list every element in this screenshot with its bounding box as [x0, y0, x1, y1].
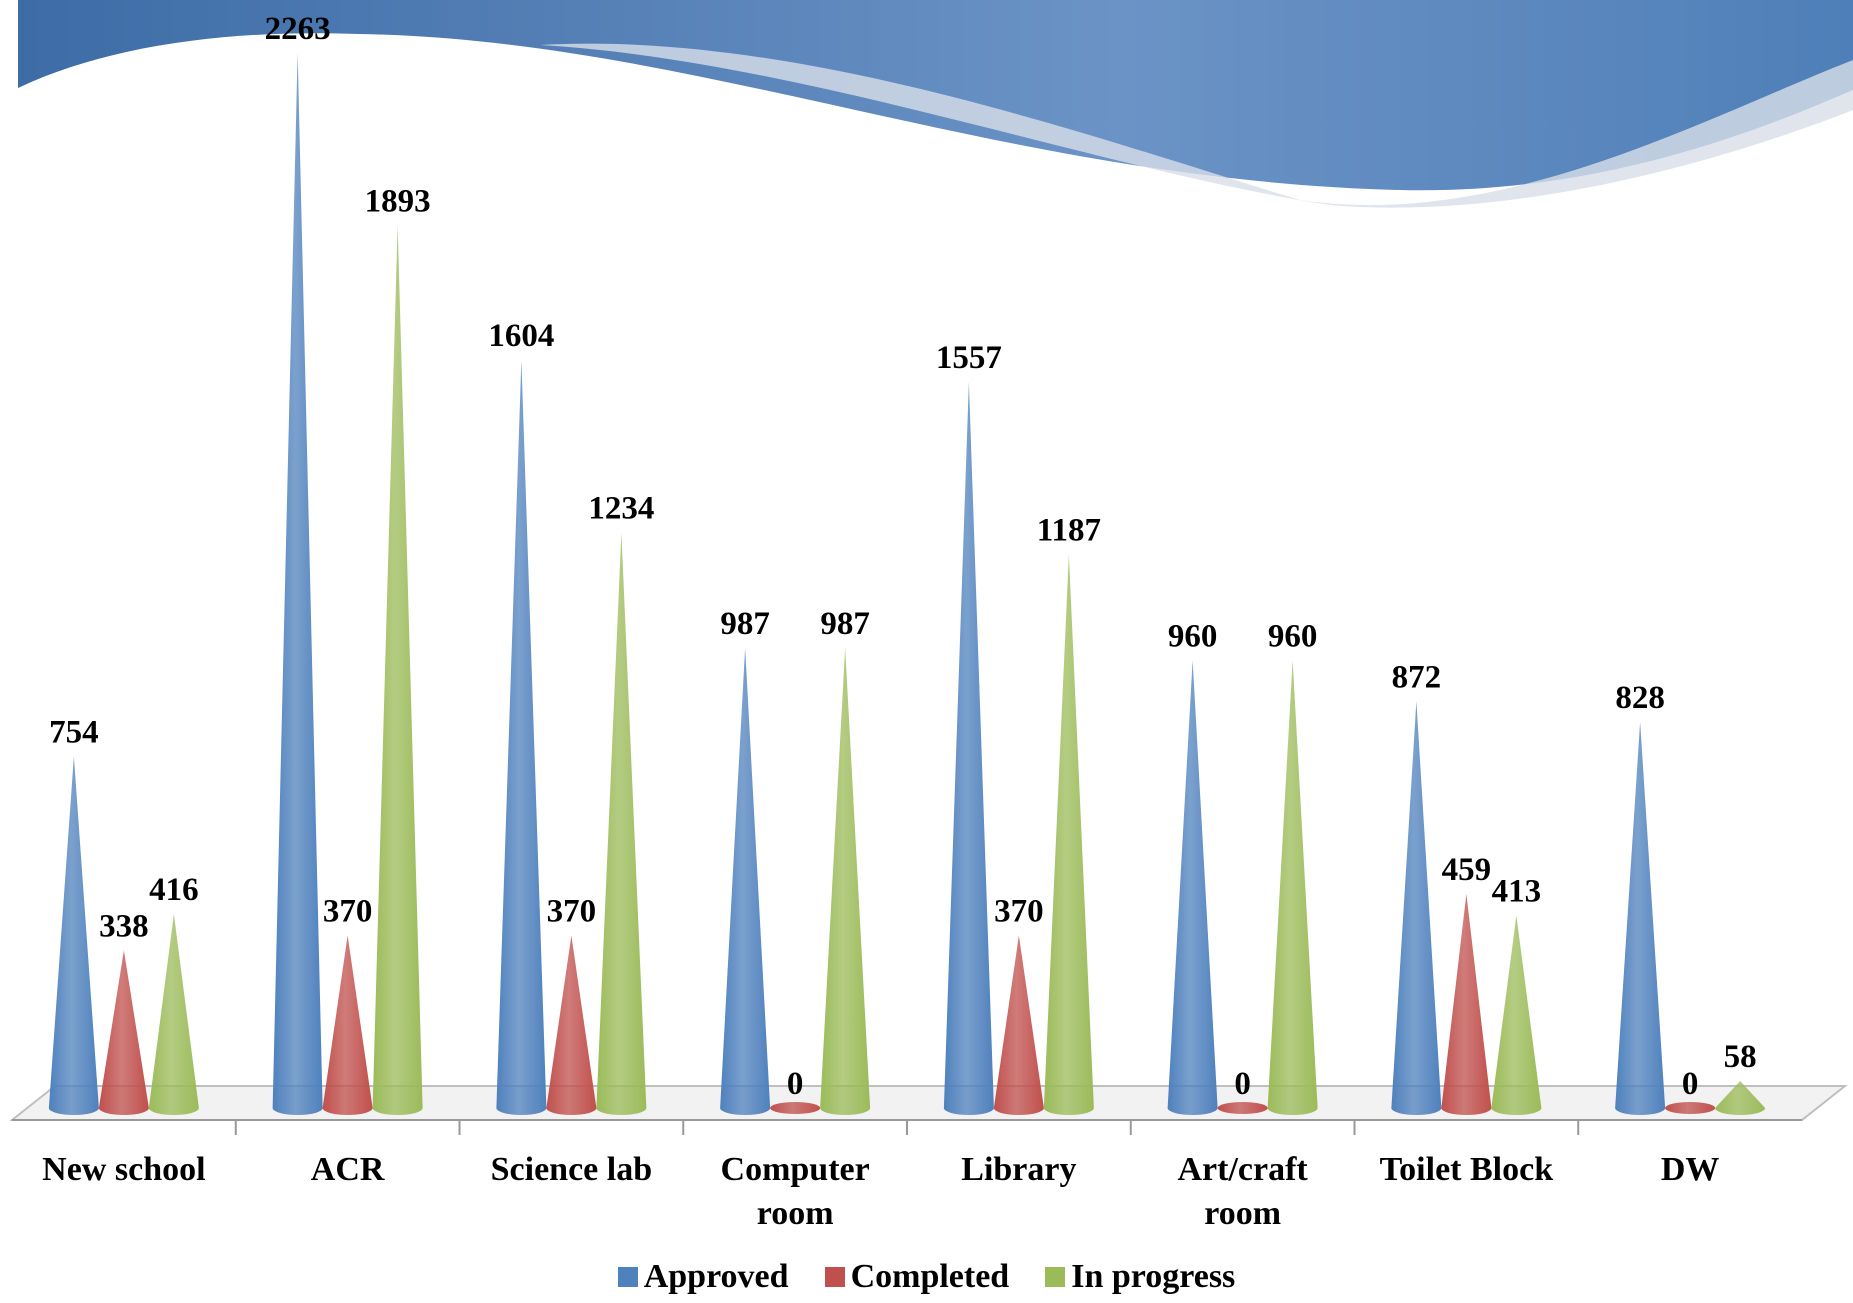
- x-tick-label: Computer room: [720, 1151, 870, 1232]
- cone: [496, 360, 547, 1115]
- cone: [322, 935, 373, 1115]
- cone: [546, 935, 597, 1115]
- cone: [720, 647, 771, 1115]
- cone: [48, 756, 99, 1115]
- value-label: 416: [149, 872, 199, 908]
- legend-label: In progress: [1071, 1258, 1236, 1295]
- legend-swatch: [1045, 1267, 1066, 1287]
- cone: [148, 914, 199, 1115]
- legend-swatch: [617, 1267, 638, 1287]
- cone: [1665, 1102, 1716, 1114]
- x-tick-label: ACR: [310, 1151, 385, 1188]
- value-label: 1604: [488, 318, 554, 354]
- cone: [1615, 721, 1666, 1115]
- value-label: 338: [99, 908, 149, 944]
- cone: [1715, 1080, 1766, 1115]
- value-label: 872: [1392, 659, 1442, 695]
- cone: [1391, 701, 1442, 1115]
- legend-label: Approved: [643, 1258, 789, 1295]
- value-label: 754: [49, 714, 99, 750]
- cone: [993, 935, 1044, 1115]
- value-label: 1557: [936, 340, 1002, 376]
- cone: [770, 1102, 821, 1114]
- cone: [372, 225, 423, 1115]
- value-label: 370: [323, 894, 373, 930]
- value-label: 960: [1168, 618, 1218, 654]
- cone: [596, 532, 647, 1115]
- x-tick-label: Art/craft room: [1177, 1151, 1308, 1232]
- value-label: 370: [994, 894, 1044, 930]
- x-tick-label: DW: [1660, 1151, 1720, 1188]
- value-label: 1893: [365, 183, 431, 219]
- header-wave-light: [540, 43, 1853, 208]
- cone: [1267, 660, 1318, 1115]
- cone: [98, 950, 149, 1115]
- cone: [1491, 915, 1542, 1115]
- x-tick-label: New school: [42, 1151, 206, 1188]
- value-label: 1187: [1037, 513, 1101, 549]
- legend: Approved Completed In progress: [0, 1258, 1853, 1296]
- value-label: 413: [1492, 873, 1542, 909]
- value-label: 828: [1615, 680, 1665, 716]
- value-label: 960: [1268, 618, 1318, 654]
- cone: [1167, 660, 1218, 1115]
- cone: [1441, 894, 1492, 1115]
- legend-entry: Completed: [824, 1258, 1010, 1296]
- legend-label: Completed: [850, 1258, 1010, 1295]
- legend-swatch: [824, 1267, 845, 1287]
- cone: [820, 647, 871, 1115]
- value-label: 0: [1682, 1066, 1699, 1102]
- legend-entry: Approved: [617, 1258, 789, 1296]
- legend-entry: In progress: [1045, 1258, 1235, 1296]
- x-tick-label: Toilet Block: [1379, 1151, 1554, 1188]
- value-label: 370: [547, 894, 597, 930]
- value-label: 58: [1724, 1039, 1757, 1075]
- cone: [1043, 554, 1094, 1115]
- value-label: 987: [720, 606, 770, 642]
- value-label: 2263: [265, 11, 331, 47]
- value-label: 0: [1234, 1066, 1251, 1102]
- value-label: 0: [787, 1066, 804, 1102]
- cone: [943, 382, 994, 1115]
- x-tick-label: Science lab: [490, 1151, 653, 1188]
- value-label: 987: [820, 606, 870, 642]
- value-label: 459: [1442, 852, 1492, 888]
- cone: [272, 53, 323, 1115]
- value-label: 1234: [588, 491, 654, 527]
- x-tick-label: Library: [961, 1151, 1077, 1188]
- cone: [1217, 1102, 1268, 1114]
